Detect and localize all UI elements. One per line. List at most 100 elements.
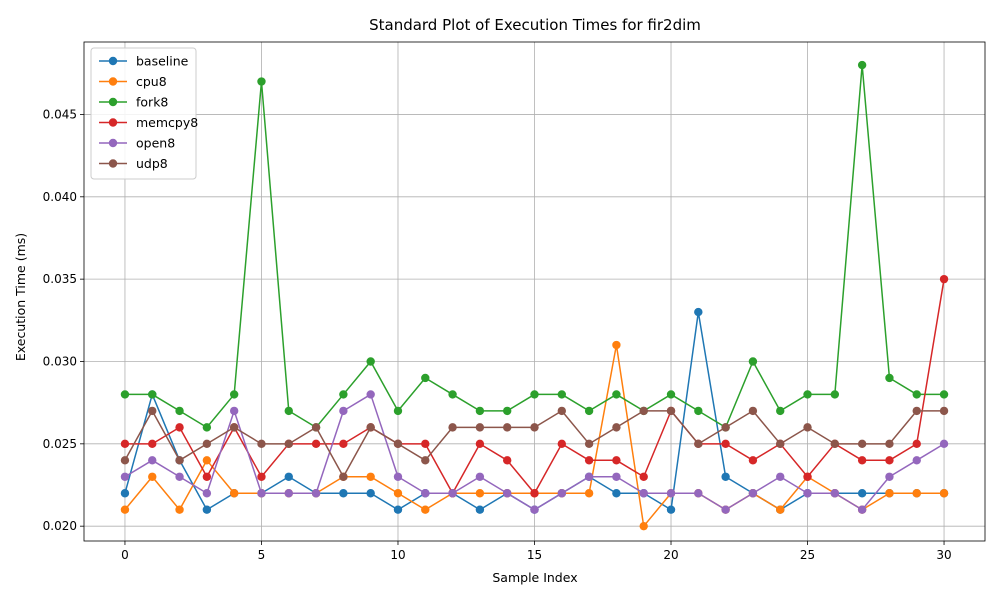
data-point-udp8	[502, 423, 512, 432]
data-point-open8	[448, 489, 457, 498]
data-point-baseline	[475, 505, 485, 514]
data-point-udp8	[202, 439, 212, 449]
data-point-fork8	[694, 406, 703, 416]
data-point-memcpy8	[502, 456, 512, 465]
legend-label-fork8: fork8	[136, 95, 168, 110]
data-point-memcpy8	[530, 489, 539, 498]
data-point-open8	[257, 489, 266, 498]
data-point-cpu8	[393, 489, 403, 498]
data-point-udp8	[257, 439, 266, 449]
data-point-open8	[557, 489, 567, 498]
data-point-memcpy8	[339, 439, 348, 449]
data-point-udp8	[339, 472, 348, 481]
data-point-open8	[857, 505, 867, 514]
data-point-fork8	[885, 373, 894, 383]
data-point-open8	[148, 456, 157, 465]
data-point-cpu8	[612, 340, 621, 350]
data-point-udp8	[939, 406, 949, 416]
data-point-fork8	[530, 390, 539, 399]
data-point-fork8	[666, 390, 676, 399]
data-point-cpu8	[229, 489, 239, 498]
data-point-open8	[803, 489, 812, 498]
data-point-baseline	[366, 489, 375, 498]
data-point-fork8	[448, 390, 457, 399]
data-point-udp8	[175, 456, 184, 465]
legend-entry-cpu8: cpu8	[99, 74, 167, 89]
y-tick-label: 0.030	[43, 354, 77, 368]
y-tick-label: 0.025	[43, 437, 77, 451]
data-point-fork8	[120, 390, 130, 399]
data-point-memcpy8	[912, 439, 921, 449]
data-point-open8	[748, 489, 758, 498]
x-tick-label: 10	[390, 548, 405, 562]
data-point-fork8	[748, 357, 758, 366]
data-point-baseline	[393, 505, 403, 514]
y-axis-label: Execution Time (ms)	[13, 233, 28, 361]
legend-label-udp8: udp8	[136, 156, 168, 171]
data-point-open8	[612, 472, 621, 481]
data-point-udp8	[584, 439, 594, 449]
data-point-open8	[202, 489, 212, 498]
data-point-fork8	[339, 390, 348, 399]
data-point-memcpy8	[584, 456, 594, 465]
data-point-fork8	[202, 423, 212, 432]
data-point-udp8	[912, 406, 921, 416]
data-point-cpu8	[584, 489, 594, 498]
data-point-open8	[284, 489, 293, 498]
data-point-open8	[475, 472, 485, 481]
data-point-fork8	[612, 390, 621, 399]
data-point-udp8	[639, 406, 648, 416]
data-point-baseline	[694, 307, 703, 317]
legend-marker-fork8	[108, 97, 118, 107]
legend-entry-open8: open8	[99, 136, 175, 151]
x-tick-label: 5	[258, 548, 266, 562]
data-point-fork8	[939, 390, 949, 399]
data-point-udp8	[721, 423, 730, 432]
series-udp8	[120, 406, 949, 481]
data-point-open8	[421, 489, 430, 498]
data-point-open8	[393, 472, 403, 481]
data-point-udp8	[612, 423, 621, 432]
y-tick-label: 0.035	[43, 272, 77, 286]
legend-entry-fork8: fork8	[99, 95, 168, 110]
data-point-open8	[694, 489, 703, 498]
series-fork8	[120, 60, 949, 432]
data-point-open8	[666, 489, 676, 498]
data-point-udp8	[475, 423, 485, 432]
x-tick-label: 0	[121, 548, 129, 562]
data-point-udp8	[366, 423, 375, 432]
legend-entry-memcpy8: memcpy8	[99, 115, 198, 130]
x-tick-label: 15	[527, 548, 542, 562]
data-point-baseline	[857, 489, 867, 498]
data-point-baseline	[202, 505, 212, 514]
legend-label-cpu8: cpu8	[136, 74, 167, 89]
legend-label-baseline: baseline	[136, 54, 189, 69]
data-point-open8	[830, 489, 840, 498]
legend-marker-memcpy8	[108, 118, 118, 127]
data-point-cpu8	[148, 472, 157, 481]
x-tick-label: 25	[800, 548, 815, 562]
x-axis-label: Sample Index	[492, 570, 577, 585]
data-point-fork8	[803, 390, 812, 399]
x-axis-ticks: 0 5 10 15 20 25 30	[121, 541, 952, 562]
data-point-memcpy8	[721, 439, 730, 449]
legend-marker-udp8	[108, 159, 118, 168]
data-point-open8	[939, 439, 949, 449]
series-open8	[120, 390, 949, 514]
data-point-fork8	[502, 406, 512, 416]
data-point-memcpy8	[311, 439, 321, 449]
y-tick-label: 0.045	[43, 107, 77, 121]
series-memcpy8	[120, 274, 949, 498]
data-point-fork8	[148, 390, 157, 399]
x-tick-label: 20	[663, 548, 678, 562]
data-point-open8	[584, 472, 594, 481]
data-point-open8	[530, 505, 539, 514]
data-point-baseline	[612, 489, 621, 498]
data-point-fork8	[830, 390, 840, 399]
x-tick-label: 30	[936, 548, 951, 562]
data-point-baseline	[666, 505, 676, 514]
data-point-memcpy8	[421, 439, 430, 449]
data-point-memcpy8	[148, 439, 157, 449]
legend-marker-cpu8	[108, 77, 118, 86]
data-point-memcpy8	[885, 456, 894, 465]
